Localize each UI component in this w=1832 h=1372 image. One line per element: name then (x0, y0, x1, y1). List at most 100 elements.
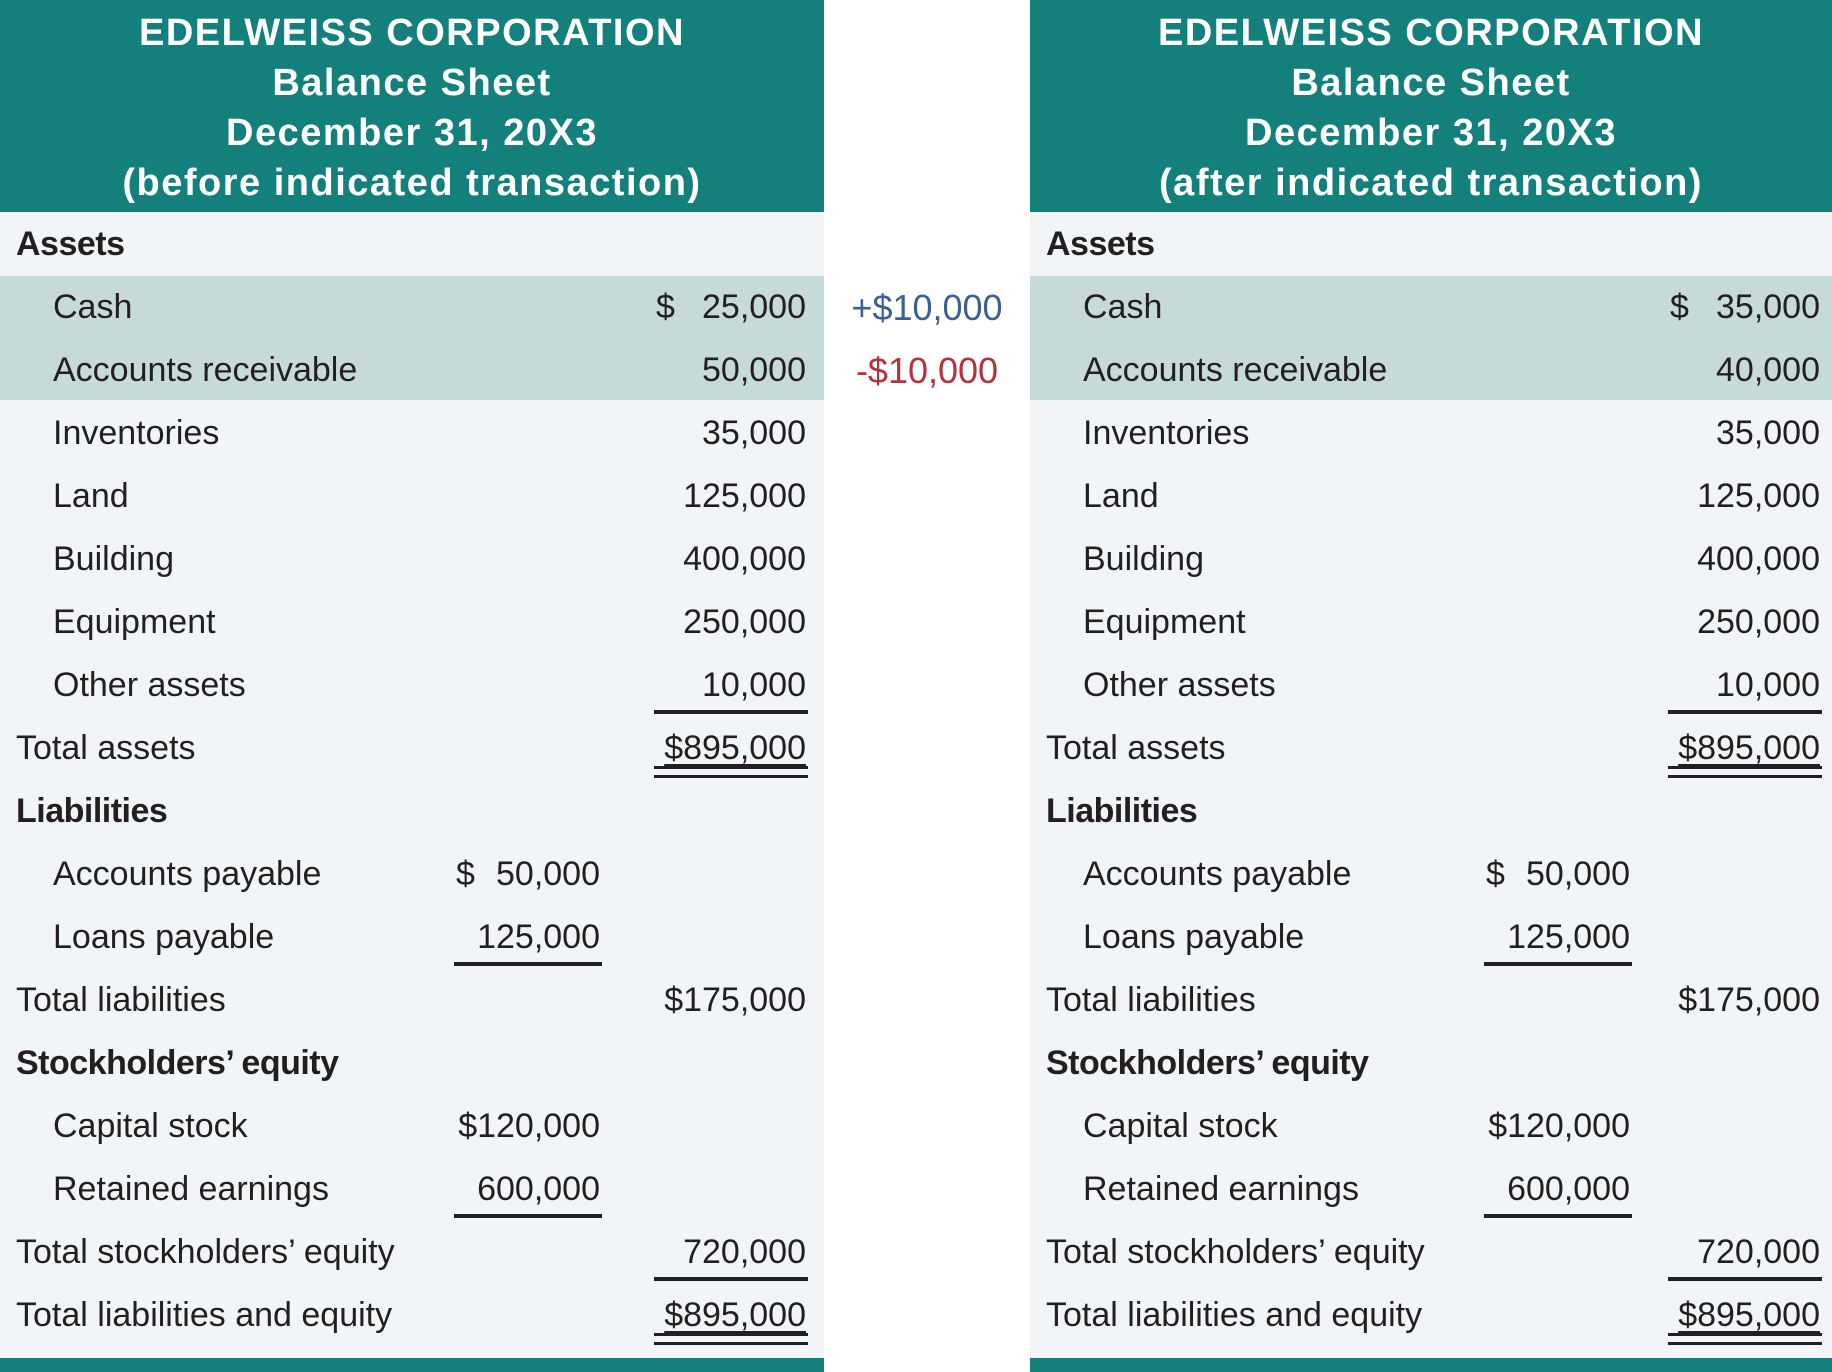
asset-row-other-assets: Other assets 10,000 (0, 654, 824, 717)
section-heading: Liabilities (16, 792, 168, 830)
row-amount: 400,000 (1697, 540, 1820, 578)
row-label: Loans payable (53, 918, 275, 956)
total-assets-row: Total assets $895,000 (0, 717, 824, 780)
row-label: Accounts payable (1083, 855, 1352, 893)
row-label: Retained earnings (53, 1170, 329, 1208)
amount-value: $895,000 (1668, 728, 1822, 778)
section-heading: Stockholders’ equity (16, 1044, 339, 1082)
amount-value: 50,000 (496, 855, 600, 893)
sheet-title: Balance Sheet (272, 62, 552, 104)
grand-total-row: Total liabilities and equity $895,000 (0, 1284, 824, 1347)
liability-row-loans-payable: Loans payable 125,000 (1030, 906, 1832, 969)
highlight-band (0, 276, 824, 400)
asset-row-land: Land 125,000 (1030, 465, 1832, 528)
asset-row-land: Land 125,000 (0, 465, 824, 528)
row-label: Total stockholders’ equity (16, 1233, 395, 1271)
amount-value: $895,000 (654, 728, 808, 778)
row-amount: $50,000 (1486, 843, 1630, 906)
section-assets: Assets (1030, 213, 1832, 276)
row-amount: $120,000 (458, 1107, 600, 1145)
row-label: Building (53, 540, 174, 578)
amount-value: 10,000 (1668, 665, 1822, 714)
row-label: Total liabilities (16, 981, 226, 1019)
amount-value: 50,000 (1526, 855, 1630, 893)
row-amount: 125,000 (1484, 906, 1632, 969)
section-equity: Stockholders’ equity (1030, 1032, 1832, 1095)
row-amount: $895,000 (654, 717, 808, 780)
sheet-title: Balance Sheet (1291, 62, 1571, 104)
row-amount: 125,000 (683, 477, 806, 515)
amount-value: 25,000 (702, 288, 806, 326)
row-label: Total assets (16, 729, 196, 767)
asset-row-cash: Cash $35,000 (1030, 276, 1832, 339)
asset-row-accounts-receivable: Accounts receivable 50,000 (0, 339, 824, 402)
row-amount: 10,000 (654, 654, 808, 717)
receivable-change-indicator: -$10,000 (855, 350, 999, 391)
row-amount: $35,000 (1670, 276, 1820, 339)
row-label: Cash (53, 288, 133, 326)
sheet-header: EDELWEISS CORPORATION Balance Sheet Dece… (0, 0, 824, 212)
row-label: Total stockholders’ equity (1046, 1233, 1425, 1271)
row-amount: $50,000 (456, 843, 600, 906)
amount-value: 35,000 (1716, 288, 1820, 326)
row-label: Loans payable (1083, 918, 1305, 956)
row-label: Inventories (1083, 414, 1250, 452)
dollar-sign: $ (1670, 288, 1689, 326)
row-label: Cash (1083, 288, 1163, 326)
row-amount: 35,000 (702, 414, 806, 452)
asset-row-cash: Cash $25,000 (0, 276, 824, 339)
dollar-sign: $ (456, 855, 475, 893)
amount-value: 125,000 (1484, 917, 1632, 966)
row-label: Total liabilities and equity (16, 1296, 393, 1334)
dollar-sign: $ (1486, 855, 1505, 893)
asset-row-building: Building 400,000 (1030, 528, 1832, 591)
row-amount: 125,000 (454, 906, 602, 969)
row-amount: 125,000 (1697, 477, 1820, 515)
row-amount: $25,000 (656, 276, 806, 339)
section-heading: Stockholders’ equity (1046, 1044, 1369, 1082)
total-assets-row: Total assets $895,000 (1030, 717, 1832, 780)
amount-value: 10,000 (654, 665, 808, 714)
row-label: Capital stock (53, 1107, 248, 1145)
asset-row-building: Building 400,000 (0, 528, 824, 591)
asset-row-equipment: Equipment 250,000 (1030, 591, 1832, 654)
row-label: Inventories (53, 414, 220, 452)
footer-bar (1030, 1358, 1832, 1372)
row-label: Total liabilities (1046, 981, 1256, 1019)
row-label: Accounts receivable (1083, 351, 1388, 389)
row-amount: $895,000 (1668, 717, 1822, 780)
sheet-header: EDELWEISS CORPORATION Balance Sheet Dece… (1030, 0, 1832, 212)
section-liabilities: Liabilities (1030, 780, 1832, 843)
row-amount: 10,000 (1668, 654, 1822, 717)
section-heading: Assets (1046, 225, 1155, 263)
asset-row-equipment: Equipment 250,000 (0, 591, 824, 654)
row-amount: $895,000 (1668, 1284, 1822, 1347)
row-label: Land (53, 477, 129, 515)
amount-value: $895,000 (654, 1295, 808, 1345)
row-amount: 250,000 (1697, 603, 1820, 641)
amount-value: 600,000 (1484, 1169, 1632, 1218)
grand-total-row: Total liabilities and equity $895,000 (1030, 1284, 1832, 1347)
row-label: Total assets (1046, 729, 1226, 767)
row-label: Retained earnings (1083, 1170, 1359, 1208)
row-label: Equipment (1083, 603, 1246, 641)
row-amount: 40,000 (1716, 351, 1820, 389)
row-amount: 600,000 (1484, 1158, 1632, 1221)
row-amount: $175,000 (664, 981, 806, 1019)
equity-row-retained-earnings: Retained earnings 600,000 (0, 1158, 824, 1221)
balance-sheet-before: EDELWEISS CORPORATION Balance Sheet Dece… (0, 0, 824, 1372)
section-assets: Assets (0, 213, 824, 276)
row-amount: 600,000 (454, 1158, 602, 1221)
row-label: Land (1083, 477, 1159, 515)
cash-change-indicator: +$10,000 (851, 287, 1003, 328)
section-equity: Stockholders’ equity (0, 1032, 824, 1095)
row-amount: 50,000 (702, 351, 806, 389)
company-name: EDELWEISS CORPORATION (1158, 12, 1704, 54)
amount-value: $895,000 (1668, 1295, 1822, 1345)
dollar-sign: $ (656, 288, 675, 326)
section-heading: Liabilities (1046, 792, 1198, 830)
row-amount: $895,000 (654, 1284, 808, 1347)
row-amount: $120,000 (1488, 1107, 1630, 1145)
total-liabilities-row: Total liabilities $175,000 (0, 969, 824, 1032)
sheet-subtitle: (before indicated transaction) (122, 162, 702, 204)
